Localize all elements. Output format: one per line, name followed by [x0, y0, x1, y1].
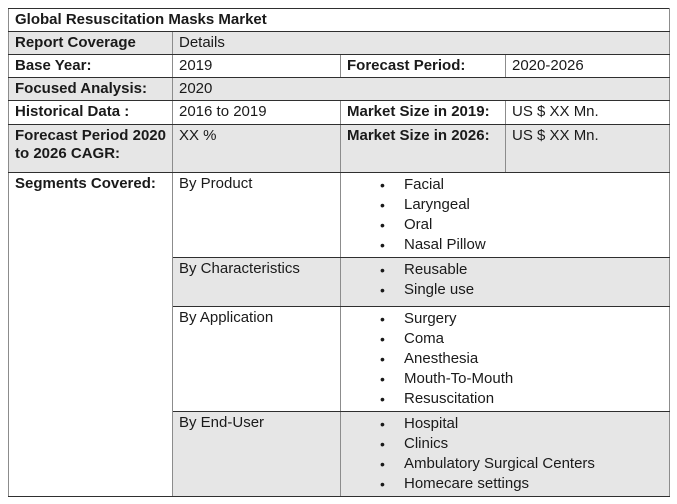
list-item: • Reusable	[347, 260, 663, 280]
list-item-label: Facial	[404, 176, 445, 193]
bullet-icon: •	[380, 217, 385, 233]
bullet-icon: •	[380, 436, 385, 452]
market-size-2026-label: Market Size in 2026:	[340, 124, 506, 173]
list-item: • Ambulatory Surgical Centers	[347, 454, 663, 474]
segment-items-by-characteristics: • Reusable • Single use	[340, 257, 670, 307]
segment-group-by-product: By Product	[172, 172, 341, 258]
report-coverage-value: Details	[172, 31, 670, 55]
market-size-2026-value: US $ XX Mn.	[505, 124, 670, 173]
list-item: • Homecare settings	[347, 474, 663, 494]
list-item: • Single use	[347, 280, 663, 300]
list-item: • Coma	[347, 329, 663, 349]
focused-analysis-value: 2020	[172, 77, 670, 101]
bullet-icon: •	[380, 177, 385, 193]
report-coverage-label: Report Coverage	[8, 31, 173, 55]
bullet-icon: •	[380, 282, 385, 298]
list-item-label: Laryngeal	[404, 196, 470, 213]
bullet-icon: •	[380, 476, 385, 492]
base-year-label: Base Year:	[8, 54, 173, 78]
segment-items-by-application: • Surgery • Coma • Anesthesia • Mouth-To-Mou…	[340, 306, 670, 412]
bullet-icon: •	[380, 391, 385, 407]
bullet-icon: •	[380, 262, 385, 278]
bullet-icon: •	[380, 416, 385, 432]
base-year-value: 2019	[172, 54, 341, 78]
bullet-icon: •	[380, 331, 385, 347]
list-item-label: Surgery	[404, 310, 457, 327]
forecast-cagr-label: Forecast Period 2020 to 2026 CAGR:	[8, 124, 173, 173]
focused-analysis-label: Focused Analysis:	[8, 77, 173, 101]
forecast-period-label: Forecast Period:	[340, 54, 506, 78]
list-item-label: Reusable	[404, 261, 468, 278]
forecast-period-value: 2020-2026	[505, 54, 670, 78]
list-item-label: Hospital	[404, 415, 459, 432]
list-item: • Resuscitation	[347, 389, 663, 409]
market-size-2019-value: US $ XX Mn.	[505, 100, 670, 125]
list-item: • Anesthesia	[347, 349, 663, 369]
segment-group-by-end-user: By End-User	[172, 411, 341, 497]
segment-items-by-end-user: • Hospital • Clinics • Ambulatory Surgical …	[340, 411, 670, 497]
list-item: • Nasal Pillow	[347, 235, 663, 255]
list-item: • Clinics	[347, 434, 663, 454]
segment-items-by-product: • Facial • Laryngeal • Oral • Nasal Pillow	[340, 172, 670, 258]
list-item-label: Clinics	[404, 435, 449, 452]
list-item: • Mouth-To-Mouth	[347, 369, 663, 389]
list-item-label: Homecare settings	[404, 475, 530, 492]
list-item: • Oral	[347, 215, 663, 235]
list-item: • Hospital	[347, 414, 663, 434]
market-size-2019-label: Market Size in 2019:	[340, 100, 506, 125]
market-report-table: Global Resuscitation Masks Market Report…	[8, 8, 670, 497]
segments-covered-label: Segments Covered:	[8, 172, 173, 497]
historical-data-value: 2016 to 2019	[172, 100, 341, 125]
list-item: • Laryngeal	[347, 195, 663, 215]
list-item-label: Resuscitation	[404, 390, 495, 407]
list-item-label: Anesthesia	[404, 350, 479, 367]
list-item-label: Mouth-To-Mouth	[404, 370, 514, 387]
list-item-label: Coma	[404, 330, 445, 347]
segment-group-by-characteristics: By Characteristics	[172, 257, 341, 307]
list-item-label: Ambulatory Surgical Centers	[404, 455, 595, 472]
bullet-icon: •	[380, 197, 385, 213]
list-item: • Facial	[347, 175, 663, 195]
bullet-icon: •	[380, 371, 385, 387]
list-item-label: Single use	[404, 281, 475, 298]
bullet-icon: •	[380, 311, 385, 327]
segment-group-by-application: By Application	[172, 306, 341, 412]
bullet-icon: •	[380, 351, 385, 367]
bullet-icon: •	[380, 237, 385, 253]
list-item-label: Oral	[404, 216, 433, 233]
bullet-icon: •	[380, 456, 385, 472]
list-item: • Surgery	[347, 309, 663, 329]
historical-data-label: Historical Data :	[8, 100, 173, 125]
list-item-label: Nasal Pillow	[404, 236, 486, 253]
table-title: Global Resuscitation Masks Market	[8, 8, 670, 32]
forecast-cagr-value: XX %	[172, 124, 341, 173]
